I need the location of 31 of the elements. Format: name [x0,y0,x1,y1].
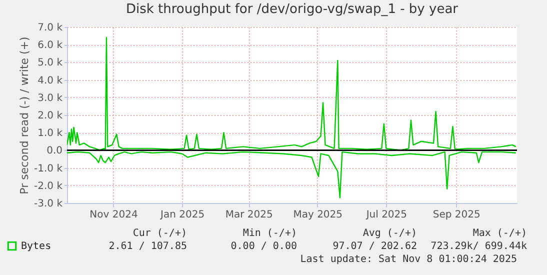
y-tick-label: -3.0 k [34,198,63,210]
x-tick-label: Nov 2024 [90,210,138,220]
y-tick-label: 7.0 k [38,22,63,34]
y-tick-label: -1.0 k [34,163,63,174]
text: Avg (-/+) [362,228,417,239]
text: 723.29k/ 699.44k [430,241,527,252]
x-tick-label: Mar 2025 [225,210,273,220]
text: 2.61 / 107.85 [108,241,187,252]
y-tick-label: 2.0 k [38,110,63,122]
y-tick-label: 6.0 k [38,40,63,52]
y-tick-label: 3.0 k [38,92,63,104]
text: 97.07 / 202.62 [332,241,417,252]
y-tick-label: 0.0 [46,146,62,157]
chart-title: Disk throughput for /dev/origo-vg/swap_1 - by year [126,2,459,17]
y-tick-label: 5.0 k [38,58,63,69]
x-tick-label: Jul 2025 [365,210,408,220]
text: 0.00 / 0.00 [230,241,297,252]
line-series [67,36,516,151]
x-tick-label: Sep 2025 [432,210,480,220]
text: Last update: Sat Nov 8 01:00:24 2025 [300,254,517,265]
y-tick-label: 1.0 k [38,128,63,140]
y-axis-title: Pr second read (-) / write (+) [18,36,32,194]
y-tick-label: -2.0 k [34,180,63,192]
text: Cur (-/+) [132,228,187,239]
x-tick-label: Jan 2025 [160,210,205,220]
text: Min (-/+) [242,228,297,239]
x-tick-label: May 2025 [293,210,343,220]
y-tick-label: 4.0 k [38,75,63,86]
text: Max (-/+) [472,228,527,239]
line-series [67,151,516,198]
legend-label: Bytes [21,241,52,252]
